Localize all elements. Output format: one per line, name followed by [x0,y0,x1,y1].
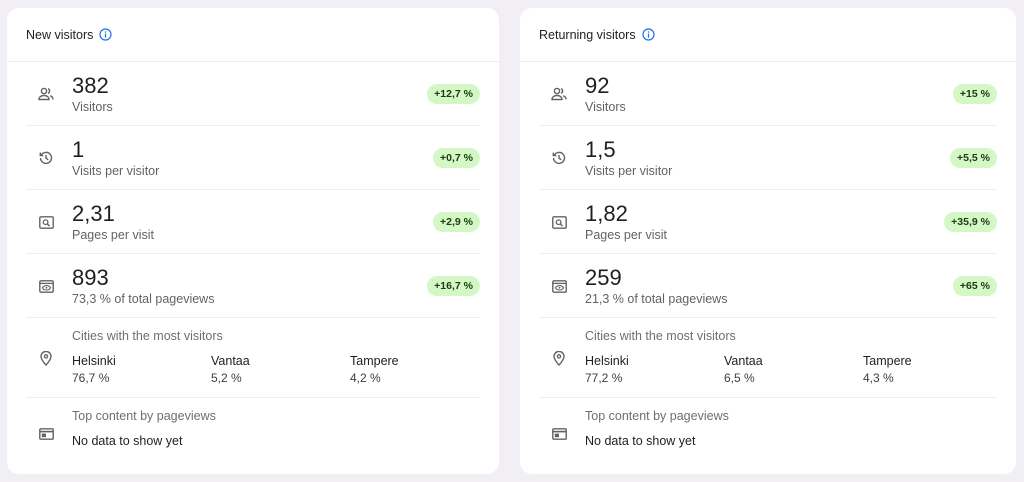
info-icon[interactable] [641,28,655,41]
city-item: Vantaa 5,2 % [211,354,250,385]
city-name: Tampere [350,354,399,368]
metric-row-pageviews: 259 21,3 % of total pageviews +65 % [539,254,997,318]
metric-row-visits-per-visitor: 1 Visits per visitor +0,7 % [26,126,480,190]
people-icon [38,86,54,102]
page-search-icon [38,214,54,230]
card-title: New visitors [26,27,94,42]
city-percent: 77,2 % [585,371,623,385]
metric-row-visits-per-visitor: 1,5 Visits per visitor +5,5 % [539,126,997,190]
change-badge: +16,7 % [427,276,480,296]
city-item: Vantaa 6,5 % [724,354,763,385]
metric-row-pageviews: 893 73,3 % of total pageviews +16,7 % [26,254,480,318]
city-percent: 5,2 % [211,371,242,385]
metric-row-visitors: 382 Visitors +12,7 % [26,62,480,126]
metric-value: 259 [585,265,622,290]
eye-window-icon [551,278,567,294]
city-item: Helsinki 77,2 % [585,354,629,385]
new-visitors-card: New visitors 382 Visitors +12,7 % 1 Visi… [7,8,499,474]
card-header: Returning visitors [520,8,1016,62]
city-name: Tampere [863,354,912,368]
eye-window-icon [38,278,54,294]
history-icon [551,150,567,166]
location-pin-icon [38,350,54,366]
returning-visitors-card: Returning visitors 92 Visitors +15 % 1,5… [520,8,1016,474]
change-badge: +65 % [952,276,997,296]
metric-value: 92 [585,73,610,98]
change-badge: +12,7 % [427,84,480,104]
web-page-icon [38,426,54,442]
top-content-label: Top content by pageviews [585,409,729,423]
metric-value: 1,5 [585,137,616,162]
city-name: Vantaa [724,354,763,368]
metric-value: 382 [72,73,109,98]
city-percent: 4,3 % [863,371,894,385]
cities-label: Cities with the most visitors [585,329,736,343]
metric-row-pages-per-visit: 1,82 Pages per visit +35,9 % [539,190,997,254]
card-title: Returning visitors [539,27,636,42]
change-badge: +15 % [952,84,997,104]
top-content-section: Top content by pageviews No data to show… [539,398,997,466]
metric-label: Visits per visitor [72,164,160,178]
metric-value: 1,82 [585,201,628,226]
location-pin-icon [551,350,567,366]
metric-row-visitors: 92 Visitors +15 % [539,62,997,126]
history-icon [38,150,54,166]
metric-label: Visitors [585,100,626,114]
city-percent: 4,2 % [350,371,381,385]
city-item: Tampere 4,3 % [863,354,912,385]
top-content-section: Top content by pageviews No data to show… [26,398,480,466]
metric-label: 21,3 % of total pageviews [585,292,728,306]
city-name: Helsinki [585,354,629,368]
metric-value: 893 [72,265,109,290]
web-page-icon [551,426,567,442]
city-percent: 76,7 % [72,371,110,385]
metric-label: Visitors [72,100,113,114]
top-content-label: Top content by pageviews [72,409,216,423]
page-search-icon [551,214,567,230]
city-name: Helsinki [72,354,116,368]
empty-state-text: No data to show yet [585,434,696,448]
people-icon [551,86,567,102]
metric-label: Visits per visitor [585,164,673,178]
city-item: Helsinki 76,7 % [72,354,116,385]
card-header: New visitors [7,8,499,62]
empty-state-text: No data to show yet [72,434,183,448]
metric-row-pages-per-visit: 2,31 Pages per visit +2,9 % [26,190,480,254]
city-name: Vantaa [211,354,250,368]
info-icon[interactable] [99,28,112,41]
change-badge: +0,7 % [433,148,480,168]
city-percent: 6,5 % [724,371,755,385]
metric-value: 1 [72,137,85,162]
cities-section: Cities with the most visitors Helsinki 7… [539,318,997,398]
change-badge: +35,9 % [944,212,997,232]
change-badge: +5,5 % [950,148,997,168]
cities-label: Cities with the most visitors [72,329,223,343]
metric-label: Pages per visit [72,228,154,242]
metric-label: 73,3 % of total pageviews [72,292,215,306]
cities-section: Cities with the most visitors Helsinki 7… [26,318,480,398]
change-badge: +2,9 % [433,212,480,232]
metric-label: Pages per visit [585,228,667,242]
metric-value: 2,31 [72,201,115,226]
city-item: Tampere 4,2 % [350,354,399,385]
